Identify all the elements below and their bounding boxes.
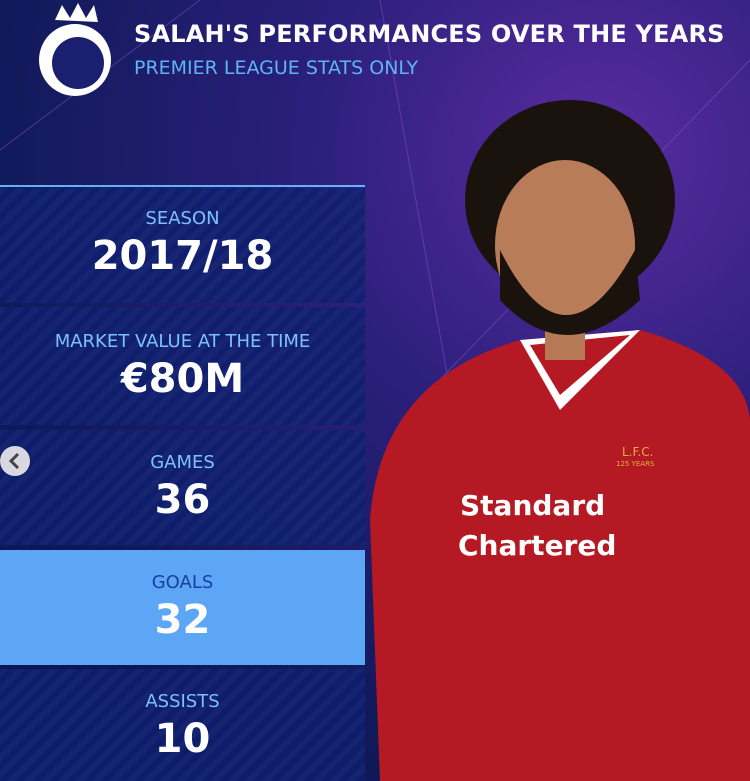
league-logo [39,3,111,96]
stat-label: SEASON [145,208,220,229]
subtitle: PREMIER LEAGUE STATS ONLY [134,57,419,79]
stat-value: 32 [154,597,211,643]
stat-panel: GAMES 36 [0,430,365,545]
stat-value: 2017/18 [91,233,274,279]
title: SALAH'S PERFORMANCES OVER THE YEARS [134,20,725,48]
stat-panel: SEASON 2017/18 [0,188,365,303]
stat-panel: MARKET VALUE AT THE TIME €80M [0,307,365,425]
stat-label: GOALS [151,572,214,593]
stat-panel: GOALS 32 [0,550,365,665]
jersey-sponsor: Standard [460,489,605,522]
stat-label: MARKET VALUE AT THE TIME [54,331,311,352]
stat-panel: ASSISTS 10 [0,669,365,781]
stat-label: ASSISTS [145,691,220,712]
stat-value: €80M [120,356,245,402]
stat-value: 36 [154,477,211,523]
stat-label: GAMES [150,452,215,473]
prev-button[interactable] [0,446,40,486]
jersey-sponsor: Chartered [458,529,616,562]
stat-value: 10 [154,716,211,762]
player-photo: Standard Chartered L.F.C. 125 YEARS [370,100,750,781]
jersey-crest: L.F.C. [622,445,653,459]
jersey-crest-sub: 125 YEARS [616,460,655,468]
